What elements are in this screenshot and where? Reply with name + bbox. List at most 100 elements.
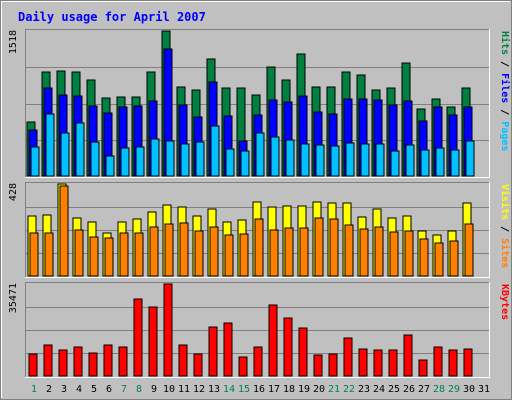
legend-separator: / [499, 103, 510, 121]
hits-bar-pages [105, 155, 115, 177]
kbytes-bar-kbytes [313, 354, 323, 377]
day-label: 31 [478, 384, 490, 395]
hits-bar-pages [330, 145, 340, 177]
day-label: 17 [268, 384, 280, 395]
visits-bar-sites [89, 236, 99, 277]
day-label: 15 [238, 384, 250, 395]
kbytes-bar-kbytes [73, 346, 83, 377]
kbytes-max-label: 35471 [8, 283, 19, 313]
legend-sites: Sites [499, 238, 511, 268]
visits-bar-sites [164, 223, 174, 277]
hits-bar-pages [45, 113, 55, 177]
day-label: 2 [46, 384, 52, 395]
day-label: 27 [418, 384, 430, 395]
day-label: 7 [121, 384, 127, 395]
hits-bar-pages [90, 141, 100, 177]
hits-bar-pages [285, 139, 295, 177]
day-label: 28 [433, 384, 445, 395]
hits-bar-pages [210, 125, 220, 177]
day-label: 1 [31, 384, 37, 395]
day-label: 11 [178, 384, 190, 395]
day-label: 20 [313, 384, 325, 395]
kbytes-bar-kbytes [433, 346, 443, 377]
hits-bar-pages [225, 148, 235, 177]
hits-bar-pages [165, 140, 175, 177]
kbytes-bar-kbytes [358, 348, 368, 377]
visits-bar-sites [419, 238, 429, 277]
hits-legend: Hits / Files / Pages [499, 31, 511, 151]
hits-bar-pages [60, 132, 70, 177]
hits-bar-pages [360, 143, 370, 177]
visits-bar-sites [389, 231, 399, 277]
visits-max-label: 428 [8, 183, 19, 201]
day-label: 9 [151, 384, 157, 395]
hits-panel: 1518 Hits / Files / Pages [8, 29, 511, 178]
kbytes-bar-kbytes [28, 353, 38, 377]
visits-bar-sites [44, 232, 54, 277]
hits-bar-pages [390, 150, 400, 177]
day-label: 14 [223, 384, 235, 395]
legend-kbytes: KBytes [499, 284, 510, 320]
visits-panel: 428 Visits / Sites [8, 182, 511, 278]
kbytes-legend: KBytes [499, 284, 510, 320]
kbytes-bar-kbytes [403, 334, 413, 377]
visits-bar-sites [374, 226, 384, 277]
kbytes-bar-kbytes [238, 356, 248, 377]
visits-bar-sites [149, 226, 159, 277]
kbytes-bar-kbytes [448, 349, 458, 377]
visits-bar-sites [329, 218, 339, 277]
day-label: 3 [61, 384, 67, 395]
hits-bar-pages [375, 143, 385, 177]
visits-bar-sites [119, 232, 129, 277]
day-label: 26 [403, 384, 415, 395]
kbytes-bar-kbytes [58, 349, 68, 377]
visits-bar-sites [434, 242, 444, 277]
visits-bar-sites [359, 228, 369, 277]
visits-bar-sites [299, 227, 309, 277]
day-label: 16 [253, 384, 265, 395]
kbytes-bar-kbytes [463, 348, 473, 377]
visits-bar-sites [344, 224, 354, 277]
hits-bar-pages [435, 147, 445, 177]
day-label: 30 [463, 384, 475, 395]
hits-bar-pages [30, 146, 40, 177]
day-label: 18 [283, 384, 295, 395]
x-axis-labels: 1 2 3 4 5 6 7 8 9 10 11 12 13 14 15 16 17 18 19 20 21 22 23 24 2… [31, 384, 490, 395]
visits-bar-sites [314, 217, 324, 277]
visits-bar-sites [404, 230, 414, 277]
day-label: 21 [328, 384, 340, 395]
visits-bar-sites [209, 226, 219, 277]
hits-bar-pages [345, 142, 355, 177]
kbytes-bar-kbytes [268, 304, 278, 377]
day-label: 23 [358, 384, 370, 395]
hits-bar-pages [405, 144, 415, 177]
visits-bar-sites [74, 229, 84, 277]
visits-bar-sites [194, 230, 204, 277]
hits-bar-pages [150, 138, 160, 177]
hits-bar-pages [450, 149, 460, 177]
hits-bar-pages [465, 140, 475, 177]
kbytes-bar-kbytes [163, 283, 173, 377]
visits-bar-sites [284, 227, 294, 277]
visits-bar-sites [29, 232, 39, 277]
chart-panels: 1518 Hits / Files / Pages 428 Visits / Site… [8, 29, 511, 378]
kbytes-panel: 35471 KBytes [8, 282, 510, 378]
kbytes-bar-kbytes [283, 317, 293, 377]
hits-bar-pages [240, 150, 250, 177]
day-label: 10 [163, 384, 175, 395]
day-label: 6 [106, 384, 112, 395]
day-label: 13 [208, 384, 220, 395]
visits-bar-sites [449, 240, 459, 277]
kbytes-bar-kbytes [208, 326, 218, 377]
visits-bar-sites [224, 234, 234, 277]
legend-visits: Visits [499, 184, 511, 220]
day-label: 29 [448, 384, 460, 395]
hits-bar-pages [120, 147, 130, 177]
kbytes-bar-kbytes [253, 346, 263, 377]
kbytes-bar-kbytes [178, 344, 188, 377]
legend-pages: Pages [499, 121, 510, 151]
visits-bar-sites [254, 218, 264, 277]
legend-hits: Hits [499, 31, 511, 55]
